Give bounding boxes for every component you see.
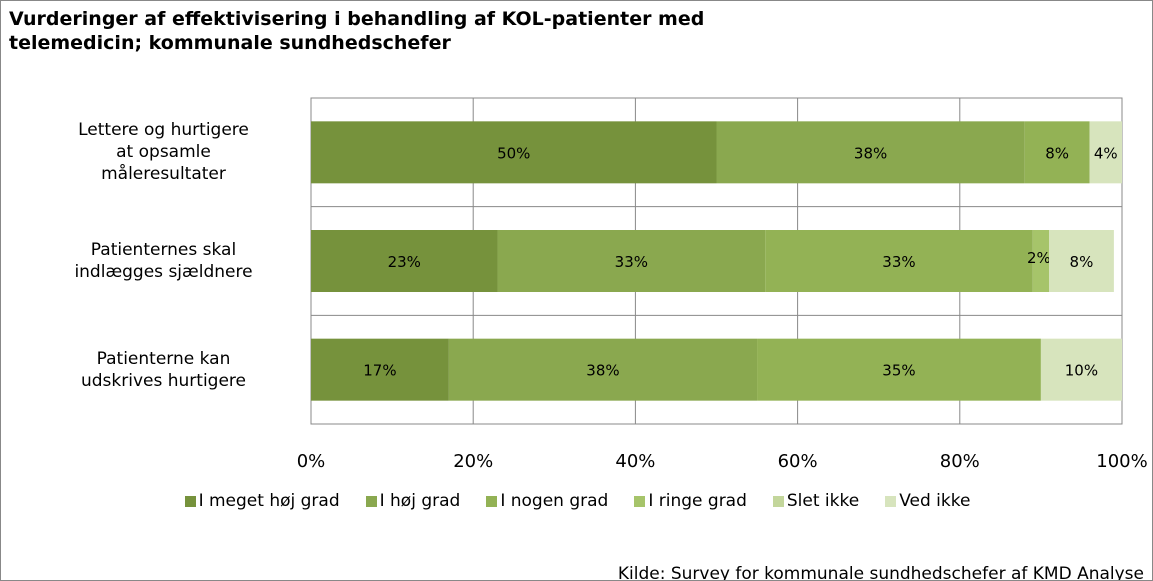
source: Kilde: Survey for kommunale sundhedschef… — [617, 564, 1144, 581]
data-label: 2% — [1027, 249, 1051, 267]
data-label: 17% — [363, 362, 396, 380]
x-tick-label: 80% — [940, 451, 980, 472]
legend-label: I meget høj grad — [198, 491, 340, 511]
legend-swatch — [772, 495, 784, 507]
legend-label: Slet ikke — [786, 491, 860, 511]
bar-segment — [311, 338, 449, 401]
legend-label: I høj grad — [379, 491, 461, 511]
bar-segment — [448, 338, 758, 401]
x-tick-label: 20% — [453, 451, 493, 472]
x-tick-label: 40% — [615, 451, 655, 472]
legend-label: I nogen grad — [500, 491, 609, 511]
bar-segment — [1032, 230, 1050, 292]
legend-swatch — [634, 495, 646, 507]
bar-segment — [311, 230, 498, 292]
x-tick-label: 60% — [778, 451, 818, 472]
bar-segment — [765, 230, 1033, 292]
legend-item: I nogen grad — [486, 491, 608, 511]
data-label: 38% — [586, 362, 619, 380]
bar-segment — [1040, 338, 1122, 401]
data-label: 33% — [615, 253, 648, 271]
category-label: Patienternes skal indlægges sjældnere — [74, 240, 253, 282]
data-label: 4% — [1094, 144, 1118, 162]
bar-segment — [497, 230, 766, 292]
legend-item: I ringe grad — [634, 491, 747, 511]
x-tick-label: 0% — [297, 451, 326, 472]
category-label: Patienterne kan udskrives hurtigere — [80, 348, 246, 391]
legend-item: I høj grad — [365, 491, 461, 511]
category-label: Lettere og hurtigere at opsamle måleresu… — [78, 120, 249, 185]
data-label: 33% — [882, 253, 915, 271]
legend: I meget høj grad I høj grad I nogen grad I … — [1, 491, 1152, 511]
x-tick-label: 100% — [1096, 451, 1147, 472]
legend-item: I meget høj grad — [184, 491, 340, 511]
legend-swatch — [885, 495, 897, 507]
data-label: 35% — [882, 362, 915, 380]
legend-item: Ved ikke — [885, 491, 970, 511]
legend-swatch — [365, 495, 377, 507]
data-label: 23% — [388, 253, 421, 271]
bar-segment — [311, 121, 717, 184]
data-label: 8% — [1045, 144, 1069, 162]
bar-segment — [1089, 121, 1122, 184]
data-label: 38% — [854, 144, 887, 162]
chart-title: Vurderinger af effektivisering i behandl… — [9, 8, 705, 54]
bar-segment — [716, 121, 1025, 184]
legend-swatch — [486, 495, 498, 507]
legend-item: Slet ikke — [772, 491, 860, 511]
legend-label: I ringe grad — [648, 491, 747, 511]
bar-segment — [757, 338, 1041, 401]
legend-label: Ved ikke — [899, 491, 971, 511]
data-label: 8% — [1070, 253, 1094, 271]
data-label: 50% — [497, 144, 530, 162]
bar-segment — [1049, 230, 1114, 292]
bar-segment — [1024, 121, 1090, 184]
data-label: 10% — [1065, 362, 1098, 380]
legend-swatch — [184, 495, 196, 507]
